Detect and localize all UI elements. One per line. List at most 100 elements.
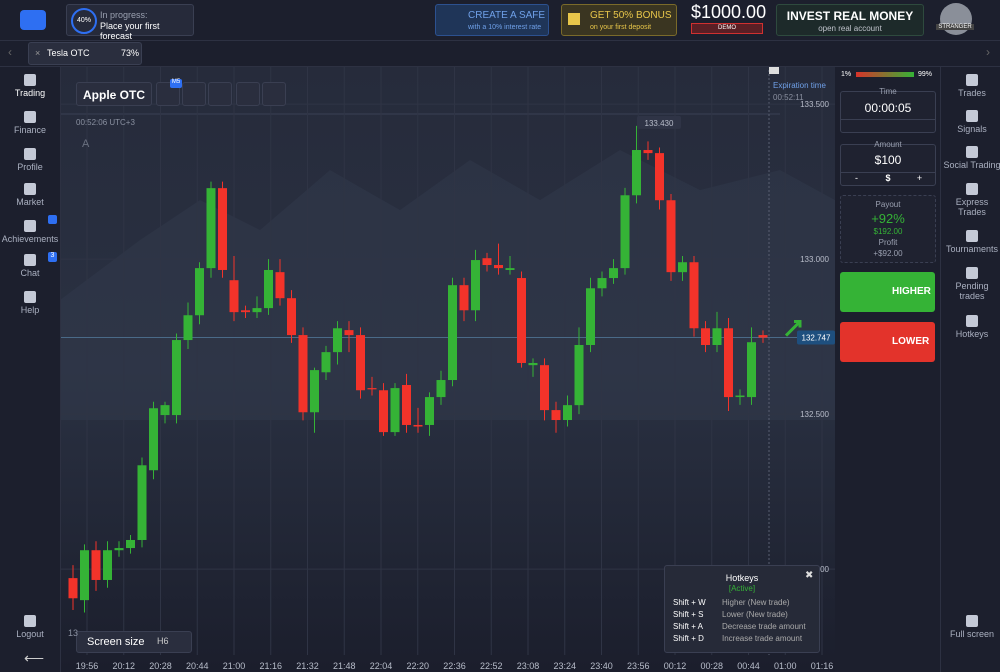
nav-item[interactable]: Social Trading	[942, 146, 1000, 170]
x-tick-label: 20:12	[112, 661, 135, 671]
right-nav	[940, 67, 1000, 672]
bonus-button[interactable]: GET 50% BONUS on your first deposit	[561, 4, 677, 36]
x-tick-label: 00:44	[737, 661, 760, 671]
candle-body	[528, 362, 538, 366]
candle-body	[68, 578, 78, 599]
logo[interactable]	[20, 10, 46, 30]
progress-ring: 40%	[71, 8, 97, 34]
candle-body	[425, 397, 434, 425]
nav-label: Achievements	[1, 234, 59, 244]
nav-item[interactable]: Trades	[942, 74, 1000, 98]
nav-item[interactable]: Hotkeys	[942, 315, 1000, 339]
candle-body	[218, 188, 227, 270]
chart-marker: A	[82, 138, 90, 150]
candle-body	[597, 278, 607, 289]
balance[interactable]: $1000.00	[691, 2, 767, 22]
nav-label: Help	[20, 305, 40, 315]
x-tick-label: 19:56	[76, 661, 99, 671]
nav-item[interactable]: Achievements	[0, 220, 60, 244]
nav-item[interactable]: Express Trades	[942, 183, 1000, 217]
high-label: 133.430	[645, 119, 674, 128]
avatar[interactable]	[940, 3, 972, 35]
expiration-title: Expiration time	[773, 81, 826, 90]
tab-close[interactable]: ×	[35, 48, 41, 58]
amount-plus[interactable]: +	[904, 172, 935, 183]
payout-amount: $192.00	[873, 227, 903, 236]
sentiment-left: 1%	[841, 71, 852, 78]
expiration-flag	[769, 67, 779, 74]
hotkeys-title: Hotkeys	[725, 573, 759, 583]
nav-item[interactable]: Help	[0, 291, 60, 315]
nav-label: Hotkeys	[955, 329, 989, 339]
nav-item[interactable]: Pending trades	[942, 267, 1000, 301]
tab-next[interactable]: ›	[986, 45, 990, 59]
hotkey-action: Higher (New trade)	[722, 598, 790, 607]
safe-button[interactable]: CREATE A SAFE with a 10% interest rate	[435, 4, 549, 36]
screen-size[interactable]: Screen size H6	[76, 631, 192, 653]
payout-percent: +92%	[871, 211, 905, 226]
candle-body	[655, 153, 664, 201]
chat-badge: 3	[48, 252, 57, 262]
bonus-sub: on your first deposit	[590, 24, 652, 31]
time-box[interactable]: Time 00:00:05	[840, 87, 936, 133]
candle-body	[252, 308, 262, 313]
tab-prev[interactable]: ‹	[8, 45, 12, 59]
candle-body	[643, 150, 653, 154]
lower-button[interactable]: LOWER	[840, 322, 935, 362]
hotkey-key: Shift + S	[673, 610, 704, 619]
nav-item[interactable]: Tournaments	[942, 230, 1000, 254]
candle-body	[183, 315, 193, 341]
candle-body	[298, 335, 308, 413]
nav-item[interactable]: Market	[0, 183, 60, 207]
hotkeys-panel: Hotkeys ✖ [Active] Shift + W Higher (New …	[664, 565, 820, 653]
sentiment-right: 99%	[918, 71, 933, 78]
nav-label: Full screen	[949, 629, 994, 639]
lower-label: LOWER	[892, 336, 930, 347]
time-value: 00:00:05	[864, 101, 912, 115]
layout-button[interactable]	[262, 82, 286, 106]
candle-body	[666, 200, 676, 273]
candle-body	[586, 288, 595, 345]
tab-label: Tesla OTC	[47, 48, 90, 58]
candle-body	[333, 328, 342, 353]
candle-body	[701, 328, 710, 345]
candle-body	[712, 328, 722, 345]
candle-body	[160, 405, 170, 416]
gift-icon	[568, 13, 580, 25]
current-price-box	[797, 330, 835, 345]
bonus-title: GET 50% BONUS	[590, 10, 672, 21]
more-button[interactable]	[236, 82, 260, 106]
time-toggle[interactable]	[841, 119, 935, 132]
progress-card[interactable]: 40% In progress: Place your first foreca…	[66, 4, 194, 41]
nav-item[interactable]: Profile	[0, 148, 60, 172]
profit-label: Profit	[878, 238, 898, 247]
amount-box[interactable]: Amount $100 - $ +	[840, 140, 936, 186]
higher-button[interactable]: HIGHER	[840, 272, 935, 312]
candle-body	[632, 150, 641, 196]
logout[interactable]: Logout	[0, 615, 60, 639]
asset-tab[interactable]: × Tesla OTC 73%	[28, 42, 142, 65]
nav-label: Market	[16, 197, 44, 207]
nav-item[interactable]: Signals	[942, 110, 1000, 134]
candle-body	[758, 335, 768, 338]
tab-payout: 73%	[121, 48, 140, 58]
amount-currency[interactable]: $	[872, 172, 904, 183]
asset-select[interactable]: Apple OTC	[76, 82, 152, 106]
indicators-button[interactable]	[182, 82, 206, 106]
invest-title: INVEST REAL MONEY	[786, 9, 914, 23]
candle-body	[436, 380, 446, 398]
drawing-button[interactable]	[208, 82, 232, 106]
collapse-arrow[interactable]: ⟵	[24, 650, 45, 666]
x-tick-label: 23:40	[590, 661, 613, 671]
full-screen[interactable]: Full screen	[942, 615, 1000, 639]
hotkey-key: Shift + D	[673, 634, 704, 643]
nav-item[interactable]: Trading	[0, 74, 60, 98]
invest-button[interactable]: INVEST REAL MONEY open real account	[776, 4, 924, 36]
hotkeys-close[interactable]: ✖	[805, 570, 814, 581]
nav-item[interactable]: Finance	[0, 111, 60, 135]
amount-minus[interactable]: -	[841, 172, 872, 183]
x-tick-label: 23:08	[517, 661, 540, 671]
nav-item[interactable]: Chat	[0, 254, 60, 278]
candle-body	[103, 550, 112, 580]
